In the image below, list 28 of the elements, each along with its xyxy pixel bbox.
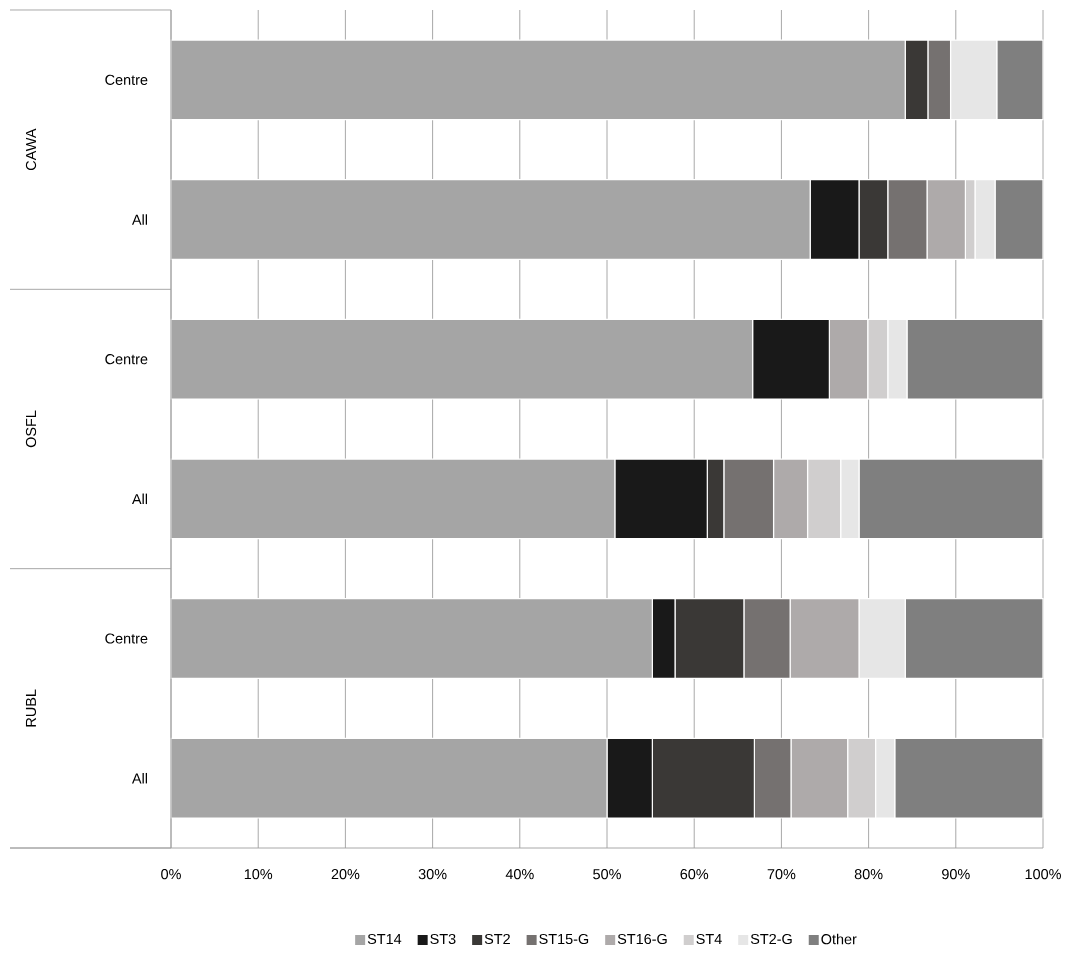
x-tick-label: 60% — [680, 869, 709, 880]
y-tick-label: Centre — [105, 74, 148, 85]
legend-label: Other — [821, 933, 857, 945]
legend-label: ST4 — [696, 933, 722, 945]
legend-label: ST2-G — [750, 933, 792, 945]
y-tick-label: All — [131, 214, 148, 225]
y-tick-label: Centre — [105, 354, 148, 365]
legend-label: ST3 — [430, 933, 456, 945]
text: OSFL — [25, 410, 37, 448]
x-tick-label: 20% — [331, 869, 360, 880]
legend-label: ST14 — [367, 933, 402, 945]
legend-label: ST2 — [484, 933, 510, 945]
legend-label: ST15-G — [539, 933, 589, 945]
text: CAWA — [25, 128, 37, 171]
x-tick-label: 90% — [942, 869, 970, 880]
y-tick-label: All — [131, 772, 148, 784]
x-tick-label: 40% — [505, 869, 534, 880]
x-tick-label: 70% — [767, 869, 796, 880]
y-tick-label: Centre — [105, 633, 148, 644]
x-tick-label: 10% — [244, 869, 273, 880]
x-tick-label: 80% — [854, 869, 883, 880]
text: RUBL — [25, 689, 37, 727]
y-tick-label: All — [131, 493, 148, 505]
x-tick-label: 0% — [161, 869, 181, 880]
legend-label: ST16-G — [617, 933, 667, 945]
x-tick-label: 100% — [1025, 869, 1061, 880]
x-tick-label: 30% — [418, 869, 447, 880]
x-tick-label: 50% — [593, 869, 621, 880]
